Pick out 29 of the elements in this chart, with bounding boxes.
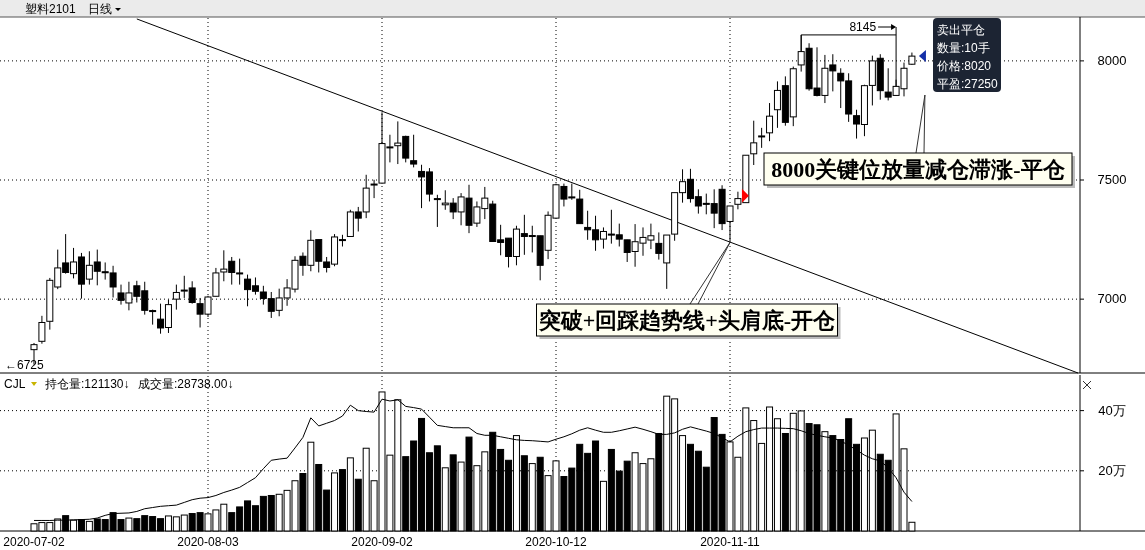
y-tick-label: 7500	[1097, 172, 1127, 188]
annotation: 数量:10手	[937, 41, 990, 55]
x-tick-label: 2020-07-02	[3, 535, 66, 549]
x-tick-label: 2020-08-03	[177, 535, 240, 549]
annotation: 8000关键位放量减仓滞涨-平仓	[771, 157, 1066, 182]
annotation: 突破+回踩趋势线+头肩底-开仓	[537, 308, 837, 333]
annotation: 持仓量:121130↓	[45, 377, 130, 391]
y-tick-label: 7000	[1097, 291, 1127, 307]
candlestick	[766, 102, 774, 142]
x-tick-label: 2020-10-12	[525, 535, 588, 549]
annotation: 卖出平仓	[937, 23, 985, 37]
annotation: 价格:8020	[936, 59, 992, 73]
annotation: 成交量:28738.00↓	[138, 377, 234, 391]
annotation: 平盈:27250	[937, 77, 999, 91]
candlestick	[433, 194, 441, 228]
x-tick-label: 2020-11-11	[700, 535, 761, 549]
y-tick-label: 8000	[1097, 52, 1127, 68]
candlestick	[750, 120, 758, 166]
candlestick	[410, 134, 418, 168]
y-tick-label: 20万	[1098, 462, 1126, 478]
annotation: ←6725	[5, 358, 45, 372]
chart-subtitle: 日线	[88, 2, 112, 16]
chart-title: 塑料2101	[25, 2, 77, 16]
chart-title: CJL	[4, 377, 26, 391]
annotation: 8145	[849, 20, 877, 34]
x-tick-label: 2020-09-02	[351, 535, 414, 549]
candlestick	[758, 127, 766, 149]
y-tick-label: 40万	[1098, 402, 1126, 418]
candlestick	[38, 315, 46, 345]
